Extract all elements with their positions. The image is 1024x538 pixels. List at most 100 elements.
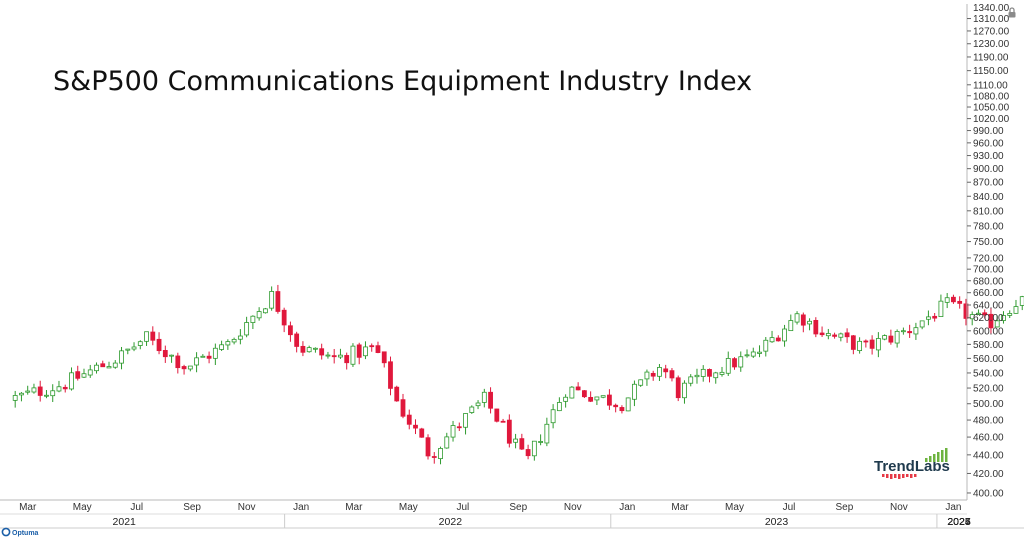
y-tick-label: 1190.00 [973,52,1009,63]
y-tick-label: 840.00 [973,192,1004,203]
y-tick-label: 640.00 [973,301,1004,312]
candle-down [850,335,856,350]
candle-up [125,348,131,351]
candle-up [938,300,944,318]
candle-up [913,327,919,335]
candle-up [250,315,256,323]
candle-up [882,335,888,340]
candle-up [926,316,931,320]
candle-up [794,313,800,323]
candle-up [625,397,631,412]
candle-up [194,357,199,366]
candle-up [112,362,118,368]
candle-up [513,438,518,443]
x-month-label: Nov [890,502,908,513]
candle-down [37,386,43,396]
candle-down [863,340,869,343]
y-tick-label: 990.00 [973,126,1004,137]
candle-up [1001,315,1006,321]
candle-down [175,355,181,369]
candle-down [500,420,506,423]
candle-down [294,333,300,347]
y-tick-label: 1020.00 [973,114,1010,125]
lock-icon[interactable] [1008,7,1016,18]
candle-up [313,347,318,350]
candle-up [900,330,906,333]
x-month-label: Jan [945,502,961,513]
candle-up [94,364,99,372]
candle-down [669,370,675,379]
y-tick-label: 810.00 [973,206,1004,217]
y-tick-label: 560.00 [973,354,1004,365]
candle-up [87,369,93,376]
y-tick-label: 520.00 [973,384,1004,395]
y-tick-label: 400.00 [973,488,1004,499]
candle-down [619,407,625,412]
y-tick-label: 540.00 [973,368,1004,379]
candle-up [713,372,719,379]
candle-up [744,354,750,357]
candle-up [231,338,237,343]
x-month-label: Jan [619,502,635,513]
candle-down [206,355,212,359]
candle-down [394,386,400,402]
y-tick-label-top: 1340.00 [973,3,1010,14]
y-tick-label: 480.00 [973,416,1004,427]
candle-down [75,371,81,379]
candle-down [419,428,425,438]
x-month-label: May [73,502,92,513]
candle-down [150,331,156,341]
x-month-label: Jul [783,502,796,513]
candle-down [675,377,681,399]
candle-up [1007,313,1013,316]
y-tick-label: 1230.00 [973,39,1010,50]
x-year-label: 2021 [113,516,137,528]
y-tick-label: 720.00 [973,253,1004,264]
candle-down [100,363,106,368]
candle-down [319,348,325,356]
optuma-footer-text: Optuma [12,530,39,537]
candle-up [875,338,881,351]
candle-up [144,331,149,342]
candle-down [406,414,412,425]
x-month-label: Sep [836,502,854,513]
candle-up [550,409,556,424]
x-month-label: May [399,502,418,513]
candle-up [219,344,225,350]
candle-up [638,379,644,386]
x-year-label: 2025 [947,516,971,528]
chart-title: S&P500 Communications Equipment Industry… [53,66,752,97]
candle-down [506,419,512,444]
candle-down [951,296,956,303]
candle-up [438,448,443,460]
candle-up [563,396,569,402]
candle-down [575,386,581,391]
candle-down [456,426,462,429]
y-tick-label: 680.00 [973,276,1004,287]
candle-down [613,404,619,408]
candle-down [413,424,418,429]
candle-up [976,312,981,315]
candle-up [262,308,268,314]
candle-up [788,320,794,332]
candle-down [607,394,612,406]
candle-up [757,351,762,354]
candle-up [719,371,725,375]
candle-up [269,291,275,309]
candle-down [907,331,913,334]
candle-down [800,314,806,326]
y-tick-label: 1050.00 [973,103,1010,114]
y-tick-label: 1310.00 [973,14,1010,25]
candle-down [963,303,969,319]
candle-up [212,347,218,359]
candle-up [481,391,487,403]
y-tick-label: 420.00 [973,469,1004,480]
candle-up [556,402,562,412]
candle-up [688,376,694,384]
candle-up [544,423,550,444]
candle-up [450,425,456,438]
candle-up [137,341,143,346]
candle-up [644,371,650,380]
